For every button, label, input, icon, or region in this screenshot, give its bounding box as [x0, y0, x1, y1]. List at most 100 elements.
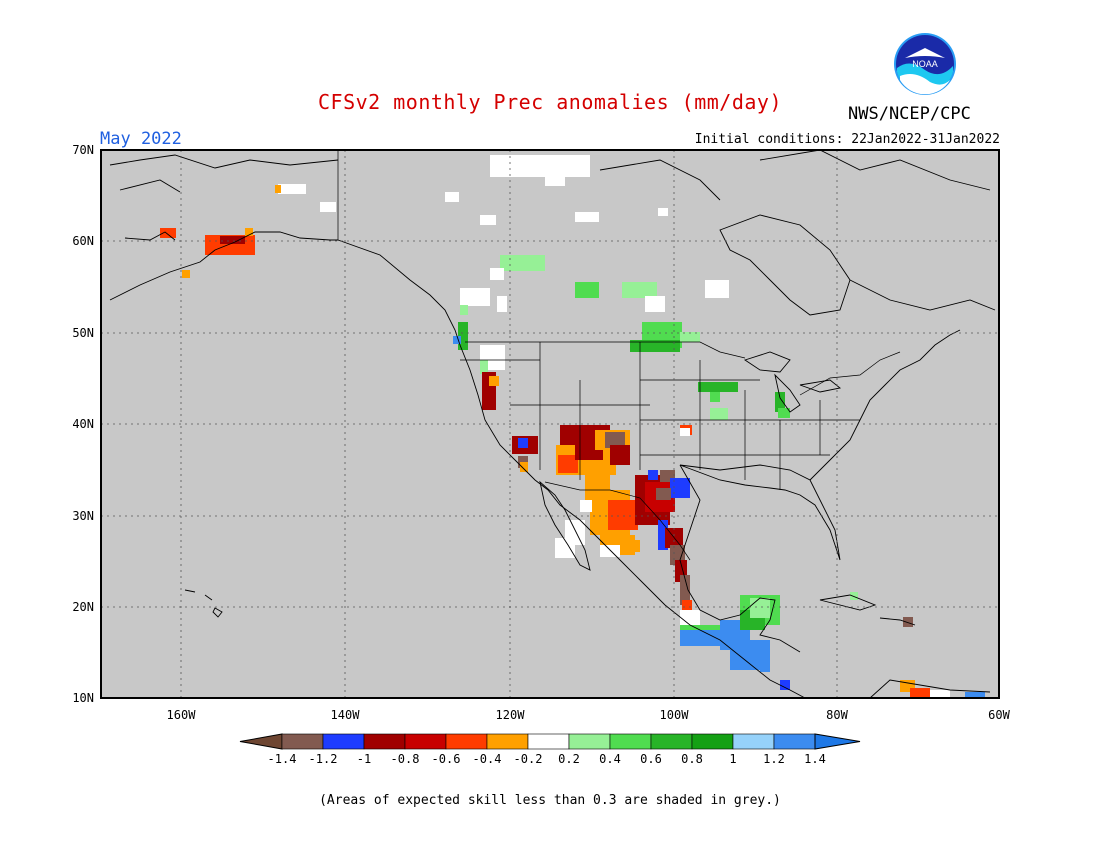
anomaly-cell [497, 296, 507, 312]
anomaly-cell [555, 538, 575, 558]
lat-label: 30N [72, 509, 94, 523]
colorbar-swatch [527, 733, 570, 750]
anomaly-cell [620, 540, 640, 552]
political-borders [337, 150, 901, 561]
colorbar-swatch [322, 733, 365, 750]
colorbar-swatch [363, 733, 406, 750]
lon-label: 160W [166, 708, 196, 722]
anomaly-cell [600, 545, 620, 557]
anomaly-cell [480, 215, 496, 225]
anomaly-cell [930, 690, 950, 698]
colorbar-label: -1.4 [267, 752, 297, 766]
colorbar-label: 1.4 [804, 752, 826, 766]
anomaly-cell [903, 617, 913, 627]
colorbar-swatch [773, 733, 816, 750]
colorbar-swatch [281, 733, 324, 750]
anomaly-cell [278, 184, 306, 194]
anomaly-cell [680, 428, 690, 436]
colorbar-swatch [404, 733, 447, 750]
anomaly-cell [460, 288, 490, 306]
anomaly-cell [850, 592, 858, 600]
forecast-month: May 2022 [100, 129, 182, 149]
anomaly-cell [680, 332, 700, 342]
anomaly-cell [670, 478, 690, 498]
anomaly-cell [500, 255, 545, 271]
lon-label: 100W [659, 708, 689, 722]
anomaly-cells [160, 155, 985, 698]
colorbar-label: 0.2 [558, 752, 580, 766]
lat-label: 60N [72, 234, 94, 248]
anomaly-cell [608, 500, 638, 530]
colorbar-label: 1.2 [763, 752, 785, 766]
anomaly-cell [490, 268, 504, 280]
colorbar-label: -0.8 [390, 752, 420, 766]
colorbar-label: -0.4 [472, 752, 502, 766]
anomaly-cell [648, 470, 658, 480]
anomaly-cell [160, 228, 176, 238]
colorbar-swatch [445, 733, 488, 750]
lat-label: 20N [72, 600, 94, 614]
anomaly-cell [320, 202, 336, 212]
anomaly-cell [490, 155, 590, 177]
map-frame [100, 149, 1000, 699]
anomaly-cell [480, 360, 488, 374]
colorbar [239, 733, 861, 750]
anomaly-cell [182, 270, 190, 278]
lat-label: 10N [72, 691, 94, 705]
anomaly-cell [518, 438, 528, 448]
anomaly-cell [575, 212, 599, 222]
colorbar-swatch [609, 733, 652, 750]
anomaly-cell [710, 408, 728, 420]
anomaly-cell [750, 598, 770, 618]
skill-note: (Areas of expected skill less than 0.3 a… [319, 793, 781, 808]
anomaly-cell [275, 185, 281, 193]
lon-label: 140W [330, 708, 360, 722]
anomaly-cell [698, 382, 738, 392]
anomaly-cell [622, 282, 657, 298]
anomaly-cell [965, 692, 985, 698]
colorbar-label: -1 [356, 752, 372, 766]
anomaly-cell [682, 600, 692, 618]
anomaly-cell [705, 280, 729, 298]
anomaly-cell [605, 432, 625, 448]
colorbar-swatch [732, 733, 775, 750]
anomaly-cell [910, 688, 930, 698]
lon-label: 80W [826, 708, 848, 722]
colorbar-label: 0.4 [599, 752, 621, 766]
anomaly-cell [575, 282, 599, 298]
lat-label: 40N [72, 417, 94, 431]
anomaly-cell [453, 336, 461, 344]
colorbar-label: -0.6 [431, 752, 461, 766]
anomaly-cell [460, 305, 468, 315]
colorbar-swatch [568, 733, 611, 750]
lat-label: 70N [72, 143, 94, 157]
anomaly-cell [656, 488, 671, 500]
org-label: NWS/NCEP/CPC [848, 104, 971, 124]
anomaly-cell [778, 408, 790, 418]
colorbar-swatch [486, 733, 529, 750]
colorbar-label: 0.8 [681, 752, 703, 766]
anomaly-cell [520, 462, 528, 472]
anomaly-cell [489, 376, 499, 386]
anomaly-cell [458, 322, 468, 350]
coastlines [109, 149, 996, 699]
colorbar-label: 0.6 [640, 752, 662, 766]
lon-label: 60W [988, 708, 1010, 722]
anomaly-cell [580, 500, 592, 512]
anomaly-cell [245, 228, 253, 236]
anomaly-cell [710, 392, 720, 402]
anomaly-cell [658, 208, 668, 216]
anomaly-cell [775, 392, 785, 412]
lon-label: 120W [495, 708, 525, 722]
anomaly-cell [545, 170, 565, 186]
anomaly-cell [780, 680, 790, 690]
chart-title: CFSv2 monthly Prec anomalies (mm/day) [317, 90, 783, 114]
colorbar-low-arrow [239, 733, 283, 750]
initial-conditions: Initial conditions: 22Jan2022-31Jan2022 [694, 132, 1000, 147]
anomaly-cell [680, 575, 690, 605]
colorbar-label: -1.2 [308, 752, 338, 766]
graticule [101, 150, 999, 698]
colorbar-label: -0.2 [513, 752, 543, 766]
anomaly-cell [558, 455, 578, 473]
